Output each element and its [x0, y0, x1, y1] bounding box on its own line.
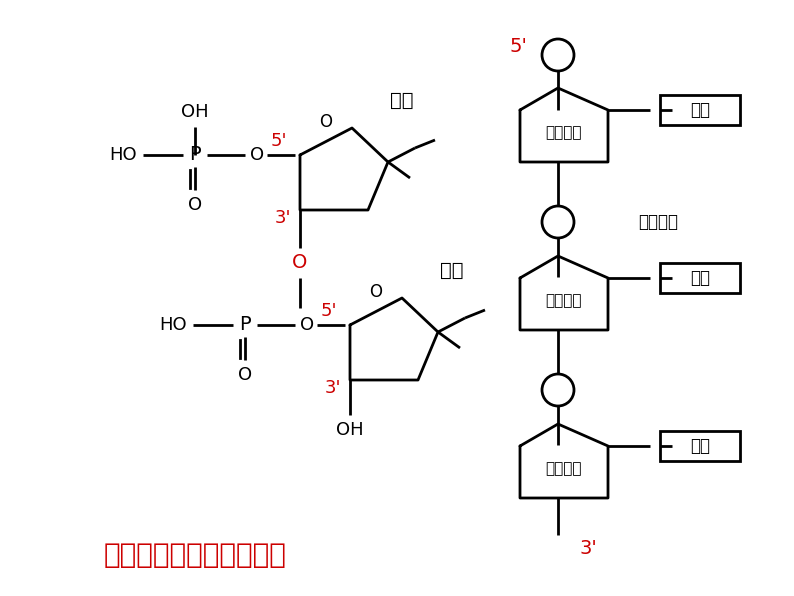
Text: 磷酸基团: 磷酸基团 — [638, 213, 678, 231]
Text: O: O — [300, 316, 314, 334]
Text: P: P — [239, 315, 251, 334]
Bar — [660, 263, 740, 293]
Text: 3': 3' — [579, 539, 597, 557]
Text: 碱基: 碱基 — [690, 269, 710, 287]
Text: OH: OH — [181, 103, 209, 121]
Text: 5': 5' — [271, 132, 287, 150]
Text: HO: HO — [159, 316, 187, 334]
Text: O: O — [250, 146, 264, 164]
Text: 5': 5' — [509, 38, 527, 57]
Text: 5': 5' — [321, 302, 337, 320]
Text: O: O — [369, 283, 383, 301]
Text: 碱基: 碱基 — [390, 91, 414, 110]
Text: OH: OH — [336, 421, 364, 439]
Text: 碱基: 碱基 — [690, 437, 710, 455]
Text: 脱氧核糖: 脱氧核糖 — [545, 461, 581, 476]
Text: 3': 3' — [275, 209, 291, 227]
Text: O: O — [292, 253, 308, 272]
Text: P: P — [189, 145, 201, 164]
Text: 脱氧核糖: 脱氧核糖 — [545, 293, 581, 309]
Bar — [660, 95, 740, 125]
Text: 3': 3' — [325, 379, 341, 397]
Text: O: O — [319, 113, 333, 131]
Text: 碱基: 碱基 — [440, 260, 464, 280]
Text: 多脱氧核苷酸链结构简图: 多脱氧核苷酸链结构简图 — [103, 541, 287, 569]
Text: 脱氧核糖: 脱氧核糖 — [545, 126, 581, 141]
Bar — [660, 431, 740, 461]
Text: HO: HO — [110, 146, 137, 164]
Text: O: O — [238, 366, 252, 384]
Text: O: O — [188, 196, 202, 214]
Text: 碱基: 碱基 — [690, 101, 710, 119]
